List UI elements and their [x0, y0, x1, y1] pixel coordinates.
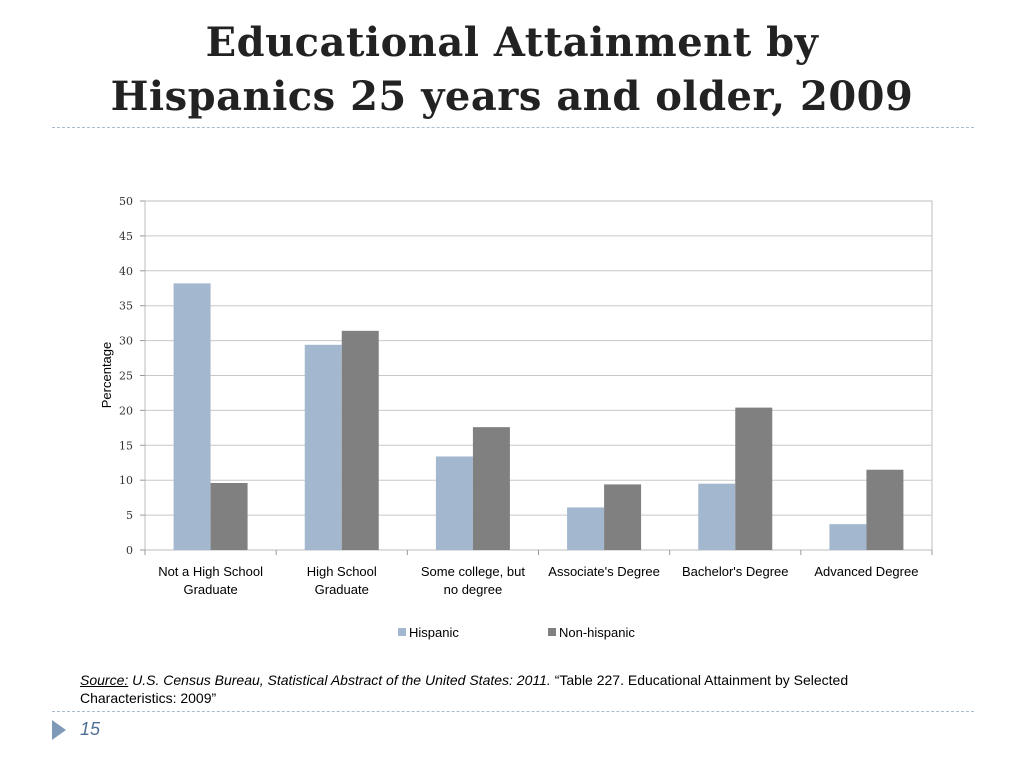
y-tick-label: 5	[126, 509, 133, 522]
bar-hispanic	[698, 483, 736, 550]
y-tick-label: 45	[119, 230, 133, 243]
legend-swatch-non-hispanic	[548, 628, 556, 636]
slide-title-line-2: Hispanics 25 years and older, 2009	[110, 73, 914, 120]
x-tick-label: Associate's Degree	[548, 564, 660, 579]
x-tick-label: Advanced Degree	[814, 564, 918, 579]
x-tick-label: Graduate	[315, 582, 369, 597]
bar-non-hispanic	[866, 469, 904, 550]
y-tick-label: 0	[126, 544, 133, 557]
y-tick-label: 20	[119, 404, 133, 417]
x-tick-label: Bachelor's Degree	[682, 564, 789, 579]
y-axis-title: Percentage	[99, 342, 114, 409]
bar-non-hispanic	[735, 407, 773, 550]
legend-label: Hispanic	[409, 625, 459, 640]
y-tick-label: 10	[119, 474, 133, 487]
x-tick-label: Some college, but	[421, 564, 525, 579]
bar-hispanic	[829, 524, 867, 550]
y-tick-label: 35	[119, 300, 133, 313]
top-divider	[52, 127, 974, 128]
x-tick-label: High School	[307, 564, 377, 579]
y-tick-label: 15	[119, 439, 133, 452]
bar-hispanic	[567, 507, 605, 550]
bar-non-hispanic	[210, 482, 248, 550]
slide-title: Educational Attainment by Hispanics 25 y…	[40, 16, 984, 124]
bar-hispanic	[304, 344, 342, 550]
bar-chart: 0 5 10 15 20 25 30 35 40 45 50 Percentage Not a High…	[99, 195, 933, 640]
x-tick-label: no degree	[444, 582, 503, 597]
bar-non-hispanic	[341, 330, 379, 550]
bar-hispanic	[173, 283, 211, 550]
source-note: Source: U.S. Census Bureau, Statistical …	[80, 671, 940, 707]
bar-non-hispanic	[604, 484, 642, 550]
bottom-divider	[52, 711, 974, 712]
bar-non-hispanic	[472, 427, 510, 550]
y-tick-label: 40	[119, 265, 133, 278]
y-tick-label: 30	[119, 335, 133, 348]
slide-title-line-1: Educational Attainment by	[205, 19, 819, 66]
x-tick-label: Not a High School	[158, 564, 263, 579]
source-table: “Table 227. Educational Attainment by Se…	[80, 672, 849, 706]
footer-arrow-icon	[52, 720, 66, 740]
y-tick-label: 25	[119, 370, 133, 383]
y-tick-label: 50	[119, 195, 133, 208]
source-publication: U.S. Census Bureau, Statistical Abstract…	[132, 672, 551, 688]
x-tick-label: Graduate	[183, 582, 237, 597]
source-label: Source:	[80, 672, 129, 688]
legend-label: Non-hispanic	[559, 625, 635, 640]
bar-hispanic	[435, 456, 473, 550]
page-number: 15	[80, 719, 101, 739]
legend-swatch-hispanic	[398, 628, 406, 636]
